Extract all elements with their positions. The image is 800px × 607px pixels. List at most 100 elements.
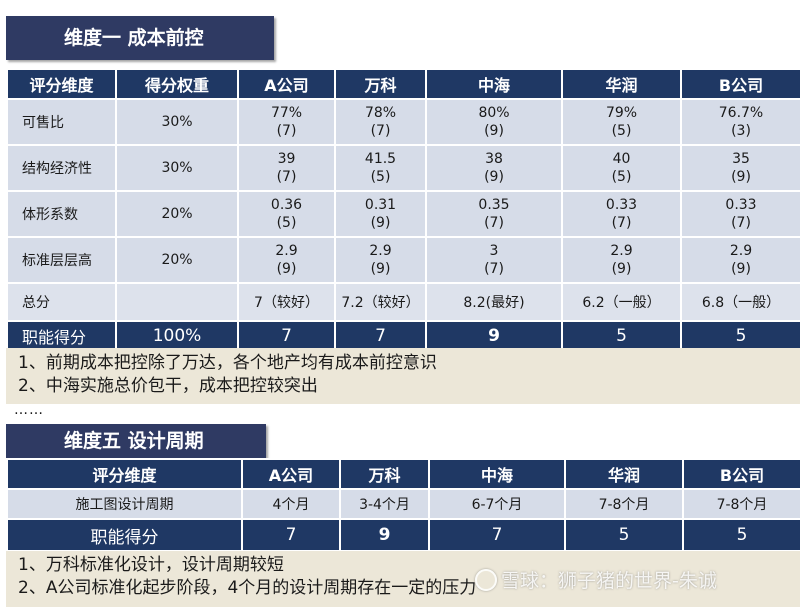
header-cell: 万科 bbox=[334, 68, 427, 100]
ellipsis: …… bbox=[14, 402, 44, 418]
header-cell: A公司 bbox=[241, 458, 341, 490]
header-cell: 中海 bbox=[425, 68, 563, 100]
metric-score: (9) bbox=[370, 261, 391, 277]
total-cell: 7.2（较好） bbox=[334, 282, 427, 322]
value-cell: 0.33 (7) bbox=[561, 190, 682, 238]
note-line: 1、万科标准化设计，设计周期较短 bbox=[18, 555, 284, 575]
metric-score: (5) bbox=[611, 123, 632, 139]
table-row: 可售比 30% 77% (7) 78% (7) 80% (9) 79% (5) 76.7… bbox=[6, 98, 800, 146]
value-cell: 0.36 (5) bbox=[237, 190, 336, 238]
metric-value: 78% bbox=[364, 105, 397, 121]
metric-value: 38 bbox=[485, 151, 503, 167]
metric-score: (9) bbox=[276, 261, 297, 277]
metric-score: (9) bbox=[484, 123, 504, 139]
design-cycle-table: 评分维度 A公司 万科 中海 华润 B公司 施工图设计周期 4个月 3-4个月 … bbox=[6, 458, 800, 552]
score-cell: 5 bbox=[680, 320, 800, 352]
total-cell: 6.2（一般） bbox=[561, 282, 682, 322]
row-label: 职能得分 bbox=[6, 320, 117, 352]
row-label: 职能得分 bbox=[6, 518, 243, 552]
total-cell: 6.8（一般） bbox=[680, 282, 800, 322]
header-cell: B公司 bbox=[680, 68, 800, 100]
table-row: 结构经济性 30% 39 (7) 41.5 (5) 38 (9) 40 (5) 35 (9… bbox=[6, 144, 800, 192]
section5-title: 维度五 设计周期 bbox=[6, 424, 266, 458]
metric-value: 2.9 bbox=[369, 243, 392, 259]
metric-value: 2.9 bbox=[729, 243, 753, 259]
score-cell: 5 bbox=[561, 320, 682, 352]
metric-score: (7) bbox=[611, 215, 632, 231]
metric-value: 0.33 bbox=[725, 197, 757, 213]
metric-score: (7) bbox=[484, 261, 504, 277]
value-cell: 0.33 (7) bbox=[680, 190, 800, 238]
value-cell: 39 (7) bbox=[237, 144, 336, 192]
row-weight: 100% bbox=[115, 320, 239, 352]
table-row: 标准层层高 20% 2.9 (9) 2.9 (9) 3 (7) 2.9 (9) 2.9(… bbox=[6, 236, 800, 284]
value-cell: 38 (9) bbox=[425, 144, 563, 192]
metric-score: (5) bbox=[611, 169, 632, 185]
total-row: 总分 7（较好） 7.2（较好） 8.2(最好) 6.2（一般） 6.8（一般） bbox=[6, 282, 800, 322]
value-cell: 2.9 (9) bbox=[680, 236, 800, 284]
metric-value: 0.36 bbox=[270, 197, 303, 213]
value-cell: 6-7个月 bbox=[428, 488, 566, 520]
metric-value: 0.35 bbox=[478, 197, 510, 213]
metric-value: 35 bbox=[732, 151, 750, 167]
row-label: 总分 bbox=[6, 282, 117, 322]
section5-notes: 1、万科标准化设计，设计周期较短 2、A公司标准化起步阶段，4个月的设计周期存在… bbox=[6, 551, 800, 607]
section1-title: 维度一 成本前控 bbox=[6, 16, 274, 60]
value-cell: 7-8个月 bbox=[682, 488, 800, 520]
metric-score: (7) bbox=[276, 123, 297, 139]
row-label: 结构经济性 bbox=[6, 144, 117, 192]
value-cell: 80% (9) bbox=[425, 98, 563, 146]
total-cell: 8.2(最好) bbox=[425, 282, 563, 322]
metric-value: 79% bbox=[605, 105, 638, 121]
metric-score: (7) bbox=[276, 169, 297, 185]
row-label: 体形系数 bbox=[6, 190, 117, 238]
value-cell: 78% (7) bbox=[334, 98, 427, 146]
score-row: 职能得分 100% 7 7 9 5 5 bbox=[6, 320, 800, 352]
score-row: 职能得分 7 9 7 5 5 bbox=[6, 518, 800, 552]
header-cell: A公司 bbox=[237, 68, 336, 100]
header-row: 评分维度 得分权重 A公司 万科 中海 华润 B公司 bbox=[6, 68, 800, 100]
value-cell: 79% (5) bbox=[561, 98, 682, 146]
score-cell: 7 bbox=[241, 518, 341, 552]
score-cell: 7 bbox=[428, 518, 566, 552]
header-cell: 华润 bbox=[564, 458, 684, 490]
metric-score: (9) bbox=[370, 215, 391, 231]
row-weight: 30% bbox=[115, 98, 239, 146]
metric-value: 0.31 bbox=[364, 197, 397, 213]
metric-value: 76.7% bbox=[718, 105, 764, 121]
metric-score: (7) bbox=[484, 215, 504, 231]
value-cell: 7-8个月 bbox=[564, 488, 684, 520]
metric-score: (9) bbox=[731, 169, 751, 185]
row-label: 可售比 bbox=[6, 98, 117, 146]
note-line: 2、A公司标准化起步阶段，4个月的设计周期存在一定的压力 bbox=[18, 578, 477, 598]
row-weight bbox=[115, 282, 239, 322]
value-cell: 2.9 (9) bbox=[237, 236, 336, 284]
metric-score: (3) bbox=[731, 123, 751, 139]
header-cell: B公司 bbox=[682, 458, 800, 490]
cost-control-table: 评分维度 得分权重 A公司 万科 中海 华润 B公司 可售比 30% 77% (7… bbox=[6, 68, 800, 352]
section1-notes: 1、前期成本把控除了万达，各个地产均有成本前控意识 2、中海实施总价包干，成本把… bbox=[6, 348, 800, 404]
row-weight: 20% bbox=[115, 236, 239, 284]
header-cell: 评分维度 bbox=[6, 458, 243, 490]
score-cell: 5 bbox=[564, 518, 684, 552]
metric-score: (5) bbox=[276, 215, 297, 231]
value-cell: 3-4个月 bbox=[339, 488, 430, 520]
metric-score: (5) bbox=[370, 169, 391, 185]
metric-value: 39 bbox=[277, 151, 296, 167]
value-cell: 41.5 (5) bbox=[334, 144, 427, 192]
metric-score: (9) bbox=[484, 169, 504, 185]
snowball-logo-icon bbox=[475, 568, 497, 591]
total-cell: 7（较好） bbox=[237, 282, 336, 322]
metric-score: (9) bbox=[731, 261, 751, 277]
metric-value: 0.33 bbox=[605, 197, 638, 213]
value-cell: 0.35 (7) bbox=[425, 190, 563, 238]
row-label: 施工图设计周期 bbox=[6, 488, 243, 520]
row-label: 标准层层高 bbox=[6, 236, 117, 284]
header-cell: 华润 bbox=[561, 68, 682, 100]
header-cell: 得分权重 bbox=[115, 68, 239, 100]
metric-value: 40 bbox=[612, 151, 631, 167]
value-cell: 2.9 (9) bbox=[334, 236, 427, 284]
score-cell-highlight: 9 bbox=[339, 518, 430, 552]
score-cell: 7 bbox=[237, 320, 336, 352]
note-line: 2、中海实施总价包干，成本把控较突出 bbox=[18, 376, 318, 396]
